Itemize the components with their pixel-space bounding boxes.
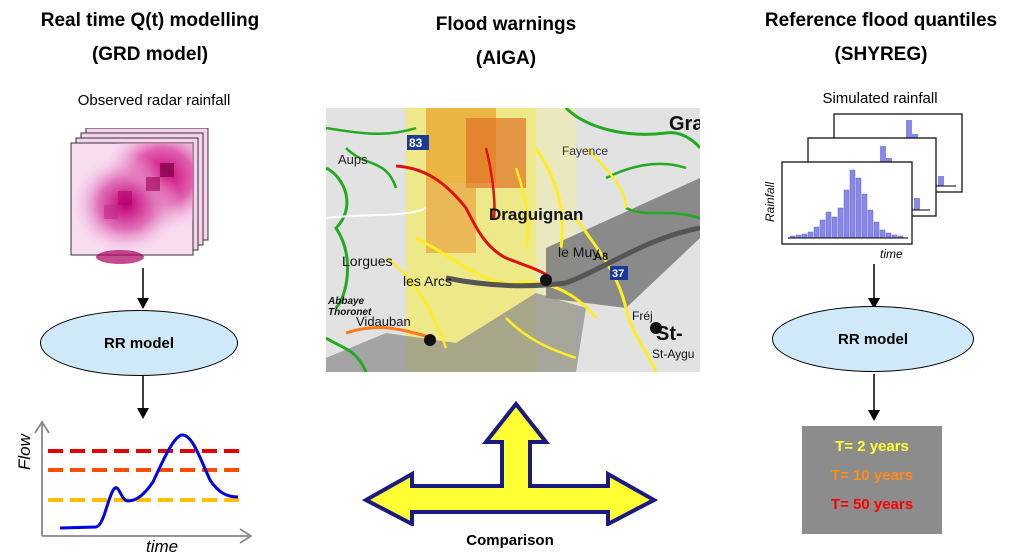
map-label-fayence: Fayence — [562, 144, 608, 158]
right-arrow-2 — [868, 374, 880, 421]
simulated-rainfall-caption: Simulated rainfall — [822, 90, 938, 107]
map-label-les-arcs: les Arcs — [403, 273, 452, 289]
map-label-gra: Gra — [669, 113, 700, 135]
flood-quantiles-legend: T= 2 years T= 10 years T= 50 years — [802, 426, 942, 534]
map-label-frejus: Fréj — [632, 309, 653, 323]
hydrograph-flow-line — [59, 433, 239, 530]
comparison-arrows — [361, 400, 659, 526]
left-rr-model-label: RR model — [103, 334, 174, 352]
hydrograph-xlabel: time — [146, 537, 178, 555]
right-rr-model: RR model — [772, 306, 974, 372]
map-label-thoronet: Thoronet — [328, 307, 372, 318]
center-title-line1: Flood warnings — [435, 14, 577, 35]
map-label-st: St- — [656, 323, 683, 345]
map-label-le-muy: le Muy — [558, 244, 599, 260]
map-road-37: 37 — [612, 268, 624, 280]
radar-rainfall-stack — [70, 128, 209, 264]
right-title-line2: (SHYREG) — [834, 44, 928, 65]
right-title-line1: Reference flood quantiles — [764, 10, 998, 31]
left-arrow-1 — [137, 268, 149, 309]
left-title-line1: Real time Q(t) modelling — [40, 10, 260, 31]
map-label-abbaye: Abbaye — [327, 296, 365, 307]
hydrograph-ylabel: Flow — [15, 432, 34, 470]
rain-xlabel: time — [880, 247, 903, 261]
center-title-line2: (AIGA) — [475, 48, 537, 69]
hydrograph: Flow time — [15, 420, 253, 555]
rain-panel-front — [781, 161, 913, 245]
left-title-line2: (GRD model) — [91, 44, 209, 65]
right-rr-model-label: RR model — [837, 330, 908, 348]
radar-caption: Observed radar rainfall — [77, 92, 231, 109]
simulated-rainfall-stack: Rainfall time — [763, 113, 963, 261]
radar-layer-front — [70, 142, 194, 256]
map-label-st-aygulf: St-Aygu — [652, 347, 694, 361]
rain-ylabel: Rainfall — [763, 182, 777, 222]
map-label-road-a8: A8 — [594, 251, 608, 263]
left-arrow-2 — [137, 376, 149, 419]
map-label-vidauban: Vidauban — [356, 314, 411, 329]
right-arrow-1 — [868, 264, 880, 309]
left-rr-model: RR model — [40, 310, 238, 376]
quantile-t2: T= 2 years — [835, 438, 909, 455]
map-label-aups: Aups — [338, 152, 368, 167]
aiga-warning-map: 83 37 Aups Fayence Draguignan Lorgues le… — [326, 108, 700, 372]
comparison-label: Comparison — [466, 532, 554, 549]
map-label-lorgues: Lorgues — [342, 253, 393, 269]
comparison-arrow-shape — [361, 400, 659, 526]
quantile-t10: T= 10 years — [830, 467, 914, 484]
map-road-83: 83 — [409, 136, 423, 150]
quantile-t50: T= 50 years — [830, 496, 914, 513]
map-label-draguignan: Draguignan — [489, 205, 583, 224]
